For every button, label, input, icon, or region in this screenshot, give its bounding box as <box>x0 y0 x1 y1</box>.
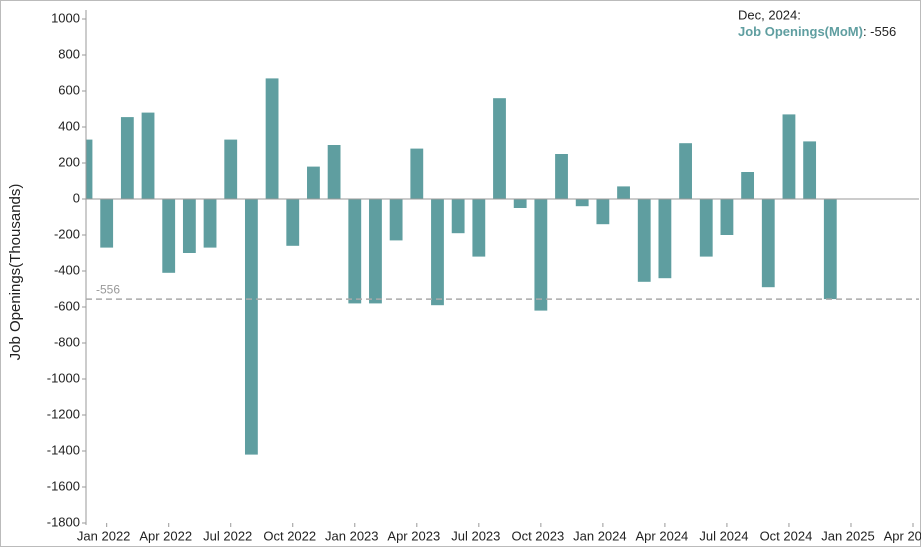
y-tick-label: -400 <box>54 262 80 277</box>
bar <box>699 199 713 257</box>
y-tick-label: 200 <box>58 154 80 169</box>
tooltip-value: -556 <box>870 24 896 39</box>
bar <box>493 98 506 199</box>
bar <box>803 141 817 199</box>
reference-label: -556 <box>96 282 120 296</box>
tooltip-series-name: Job Openings(MoM) <box>738 24 863 39</box>
y-tick-label: 400 <box>58 118 80 133</box>
bar <box>86 139 93 199</box>
y-tick-label: 1000 <box>51 10 80 25</box>
bar <box>658 199 672 279</box>
bar <box>555 154 568 199</box>
x-tick-label: Jan 2024 <box>573 528 627 543</box>
bar <box>720 199 734 235</box>
bar <box>348 199 362 304</box>
bar <box>182 199 196 253</box>
x-tick-label: Oct 2022 <box>263 528 316 543</box>
x-tick-label: Jan 2022 <box>77 528 131 543</box>
bar <box>617 186 630 199</box>
x-tick-label: Jul 2023 <box>451 528 500 543</box>
bar <box>637 199 651 282</box>
bar <box>141 112 155 199</box>
y-tick-label: -1000 <box>47 370 80 385</box>
y-tick-label: 800 <box>58 46 80 61</box>
bar <box>431 199 444 306</box>
tooltip-series: Job Openings(MoM): -556 <box>738 24 896 39</box>
bar <box>782 114 796 199</box>
y-tick-label: 0 <box>73 190 80 205</box>
bar <box>369 199 382 304</box>
bar <box>389 199 403 241</box>
bar <box>534 199 548 311</box>
x-tick-label: Apr 2025 <box>884 528 921 543</box>
bars <box>86 78 837 455</box>
bar <box>307 166 320 199</box>
y-tick-label: -600 <box>54 298 80 313</box>
y-tick-label: -800 <box>54 334 80 349</box>
bar <box>244 199 258 455</box>
x-tick-label: Apr 2024 <box>636 528 689 543</box>
bar <box>286 199 300 246</box>
x-tick-label: Apr 2023 <box>387 528 440 543</box>
bar <box>265 78 279 199</box>
x-tick-label: Oct 2023 <box>511 528 564 543</box>
bar <box>823 199 837 300</box>
y-tick-label: -1200 <box>47 406 80 421</box>
bar <box>162 199 176 273</box>
x-tick-label: Jul 2024 <box>699 528 748 543</box>
bar <box>410 148 424 199</box>
y-tick-label: -1400 <box>47 442 80 457</box>
bar <box>224 139 238 199</box>
x-tick-label: Apr 2022 <box>139 528 192 543</box>
bar <box>761 199 775 288</box>
bar <box>679 143 692 199</box>
x-tick-label: Oct 2024 <box>760 528 813 543</box>
bar <box>327 145 341 199</box>
y-tick-label: -200 <box>54 226 80 241</box>
bar <box>741 172 755 199</box>
y-tick-label: -1800 <box>47 514 80 529</box>
x-tick-label: Jul 2022 <box>203 528 252 543</box>
bar <box>575 199 589 207</box>
bar <box>596 199 610 225</box>
y-axis-label: Job Openings(Thousands) <box>7 184 24 361</box>
bar <box>451 199 465 234</box>
tooltip-sep: : <box>863 24 870 39</box>
x-tick-label: Jan 2023 <box>325 528 379 543</box>
bar <box>203 199 217 248</box>
y-tick-label: 600 <box>58 82 80 97</box>
bar <box>513 199 527 208</box>
bar <box>100 199 114 248</box>
bar <box>120 117 134 199</box>
tooltip-title: Dec, 2024: <box>738 7 801 22</box>
bar <box>472 199 486 257</box>
x-tick-label: Jan 2025 <box>821 528 875 543</box>
y-tick-label: -1600 <box>47 478 80 493</box>
